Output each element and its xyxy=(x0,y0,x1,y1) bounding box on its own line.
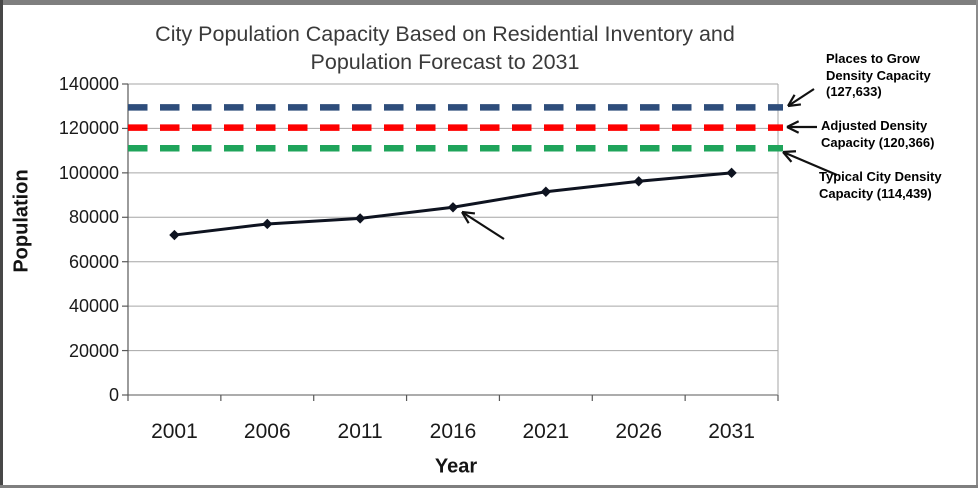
x-axis-title: Year xyxy=(434,455,478,478)
data-point-marker-2021 xyxy=(540,186,552,197)
y-tick-label-100000: 100000 xyxy=(58,162,119,183)
data-point-marker-2006 xyxy=(262,218,273,230)
data-point-marker-2026 xyxy=(633,176,644,187)
arrow-typical-city-density-head xyxy=(782,151,793,163)
annotation-line: Places to Grow xyxy=(826,51,920,66)
x-tick-label-2016: 2016 xyxy=(429,420,477,443)
annotation-places-to-grow: Places to Grow Density Capacity (127,633) xyxy=(826,51,931,101)
y-tick-label-60000: 60000 xyxy=(68,251,119,272)
arrow-places-to-grow-head xyxy=(787,94,796,107)
arrow-adjusted-density-head xyxy=(786,120,800,128)
x-tick-label-2021: 2021 xyxy=(522,420,570,443)
chart-title: City Population Capacity Based on Reside… xyxy=(155,20,735,76)
annotation-line: (127,633) xyxy=(826,84,882,99)
annotation-line: Capacity (114,439) xyxy=(819,185,932,201)
annotation-line: Adjusted Density xyxy=(821,118,928,133)
x-tick-label-2026: 2026 xyxy=(615,420,663,443)
data-point-marker-2001 xyxy=(169,229,180,241)
arrow-places-to-grow-head xyxy=(787,103,802,108)
chart-title-line-2: Population Forecast to 2031 xyxy=(310,50,580,74)
window-border-top xyxy=(0,0,978,5)
chart-title-line-1: City Population Capacity Based on Reside… xyxy=(155,22,735,46)
annotation-adjusted-density: Adjusted Density Capacity (120,366) xyxy=(821,118,934,151)
y-tick-label-40000: 40000 xyxy=(68,296,119,317)
x-tick-label-2011: 2011 xyxy=(337,420,383,443)
arrow-typical-city-density-head xyxy=(782,150,797,154)
arrow-typical-city-density xyxy=(782,150,838,177)
arrow-forecast-point xyxy=(461,211,505,240)
data-point-marker-2011 xyxy=(354,213,366,224)
y-tick-label-80000: 80000 xyxy=(68,207,119,228)
y-tick-label-20000: 20000 xyxy=(68,340,119,361)
x-tick-label-2006: 2006 xyxy=(243,420,291,443)
annotation-line: Density Capacity xyxy=(826,67,931,83)
data-point-marker-2016 xyxy=(447,202,459,213)
x-tick-label-2031: 2031 xyxy=(708,420,755,443)
arrow-forecast-point-head xyxy=(461,211,470,224)
arrow-places-to-grow xyxy=(787,88,815,107)
arrow-adjusted-density-head xyxy=(786,126,800,134)
annotation-line: Capacity (120,366) xyxy=(821,134,935,150)
y-tick-label-140000: 140000 xyxy=(58,74,119,94)
arrow-forecast-point-head xyxy=(461,210,476,215)
x-tick-label-2001: 2001 xyxy=(151,420,198,443)
y-tick-label-120000: 120000 xyxy=(58,118,119,139)
y-tick-label-0: 0 xyxy=(108,385,119,405)
data-point-marker-2031 xyxy=(726,167,737,179)
window-border-bottom xyxy=(0,485,978,488)
window-border-right xyxy=(976,0,978,488)
annotation-typical-city-density: Typical City Density Capacity (114,439) xyxy=(819,169,942,202)
window-border-left xyxy=(0,0,3,488)
annotation-line: Typical City Density xyxy=(819,169,942,184)
